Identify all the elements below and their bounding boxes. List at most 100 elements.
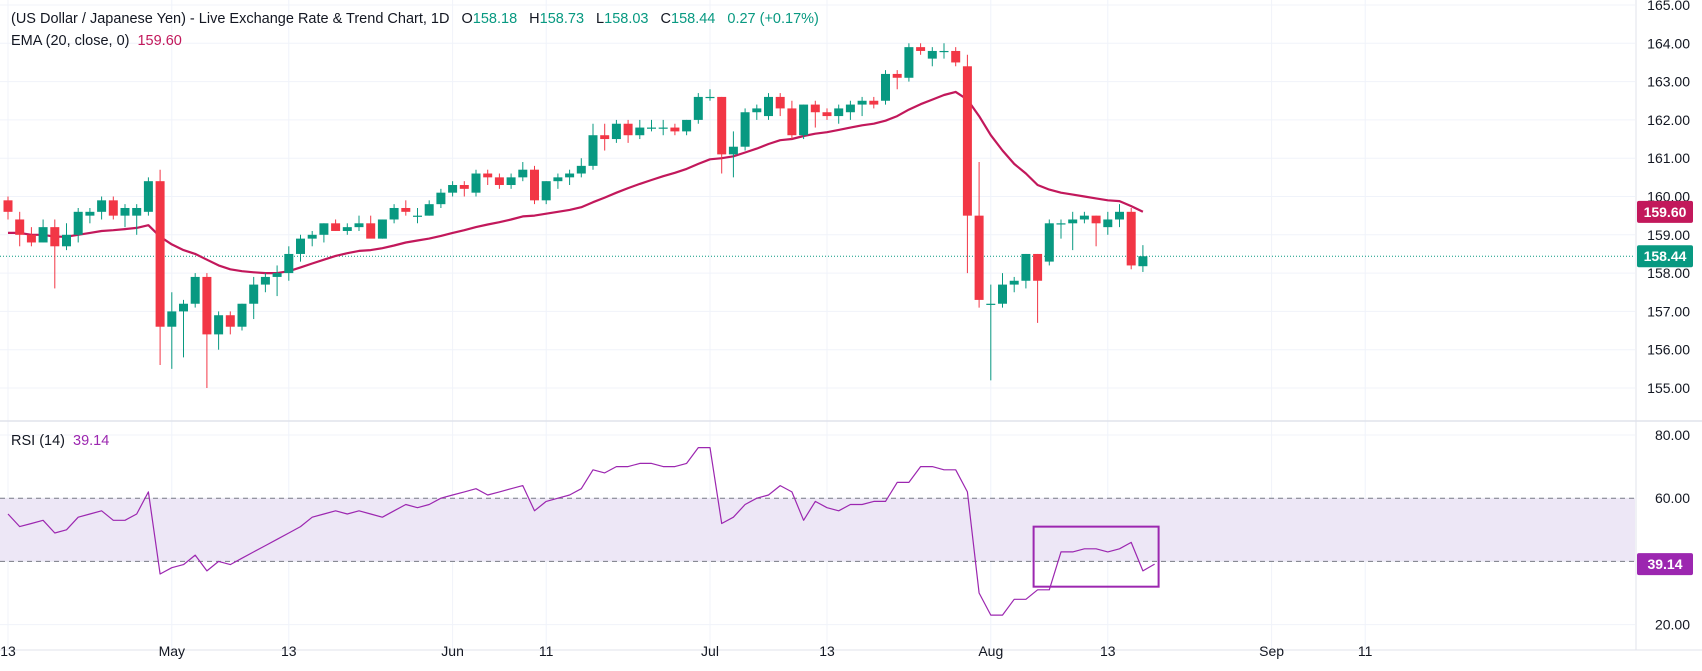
candle-body — [401, 207, 411, 212]
candle — [424, 200, 434, 216]
candle-body — [471, 173, 481, 193]
ema-label: EMA (20, close, 0) — [11, 33, 130, 49]
candle — [377, 219, 387, 239]
candle-body — [600, 135, 610, 140]
candle-body — [202, 276, 212, 335]
candle-body — [717, 96, 727, 155]
candle-body — [1115, 211, 1124, 220]
candle — [284, 246, 294, 281]
price-tick-label: 165.00 — [1647, 0, 1690, 13]
time-tick-label: May — [159, 643, 185, 659]
candle-body — [1033, 253, 1043, 281]
candle-body — [962, 66, 972, 216]
last-price-tag-text: 158.44 — [1644, 248, 1687, 264]
candle-body — [576, 165, 586, 174]
candle — [834, 104, 844, 124]
candle — [1091, 215, 1101, 247]
candle-body — [834, 108, 844, 117]
time-tick-label: 13 — [819, 643, 835, 659]
time-tick-label: 13 — [281, 643, 297, 659]
change-value: 0.27 (+0.17%) — [727, 11, 819, 27]
candle-body — [436, 192, 446, 205]
candle-body — [1056, 223, 1066, 225]
close-value: 158.44 — [671, 11, 716, 27]
candle-body — [413, 215, 422, 217]
price-tick-label: 157.00 — [1647, 303, 1690, 319]
candle-body — [1103, 219, 1113, 228]
candle — [822, 108, 832, 120]
time-tick-label: 11 — [539, 643, 554, 659]
candle — [588, 123, 598, 170]
candle — [787, 100, 797, 140]
candle — [974, 162, 984, 308]
candle — [296, 234, 305, 262]
candle — [845, 100, 855, 120]
candle-body — [354, 223, 364, 228]
rsi-line — [7, 447, 1155, 616]
rsi-highlight-box — [1032, 525, 1160, 588]
candle — [342, 223, 352, 235]
price-tick-label: 156.00 — [1647, 342, 1690, 358]
candle-body — [459, 185, 469, 189]
candle — [939, 43, 949, 59]
candle — [623, 119, 633, 143]
candle — [85, 207, 95, 224]
candle — [857, 96, 867, 117]
candle-body — [342, 227, 352, 231]
time-tick-label: 11 — [1358, 643, 1373, 659]
candle-body — [845, 104, 855, 113]
candle — [155, 169, 165, 366]
candle-body — [1044, 223, 1054, 262]
candle-body — [611, 123, 621, 140]
candle — [179, 299, 188, 358]
candle — [190, 273, 200, 308]
price-tick-label: 155.00 — [1647, 380, 1690, 396]
candle-body — [810, 104, 820, 113]
candle-body — [553, 177, 563, 182]
candle-body — [764, 96, 773, 117]
candle — [494, 173, 504, 189]
candle-body — [705, 96, 715, 99]
candle — [705, 89, 715, 101]
candle — [3, 196, 13, 220]
candle — [1126, 207, 1136, 270]
candle-body — [260, 276, 270, 285]
candle-body — [155, 181, 165, 327]
open-label: O — [461, 11, 473, 27]
candle — [635, 119, 645, 140]
rsi-value-tag: 39.14 — [1637, 553, 1693, 576]
candle — [214, 311, 224, 350]
candle — [693, 93, 703, 124]
candle-body — [307, 234, 317, 239]
candle-body — [518, 169, 528, 178]
candle-body — [869, 100, 879, 105]
price-tick-label: 160.00 — [1647, 189, 1690, 205]
candle — [904, 43, 914, 82]
candle — [506, 173, 516, 189]
candle-body — [752, 108, 762, 113]
candle — [389, 204, 399, 224]
candle-body — [506, 177, 516, 186]
candle-body — [494, 177, 504, 186]
candle-body — [97, 200, 107, 212]
candle — [167, 292, 177, 369]
rsi-value-tag-bg — [1637, 553, 1693, 576]
rsi-value-tag-text: 39.14 — [1647, 556, 1682, 572]
candle — [881, 70, 890, 105]
candle-body — [73, 211, 83, 235]
candle-body — [225, 315, 235, 327]
candle — [237, 303, 247, 331]
candle — [26, 227, 36, 247]
candle — [1138, 245, 1148, 272]
candle-body — [775, 96, 785, 109]
price-tick-label: 159.00 — [1647, 227, 1690, 243]
rsi-layer — [7, 447, 1160, 616]
candle — [471, 169, 481, 197]
candle-body — [331, 223, 341, 231]
axes: 155.00 156.00 157.00 158.00 159.00 160.00 161.… — [0, 0, 1690, 659]
candle — [319, 223, 329, 243]
candle-body — [377, 219, 387, 239]
candle — [1115, 204, 1124, 228]
candle-body — [214, 315, 224, 335]
